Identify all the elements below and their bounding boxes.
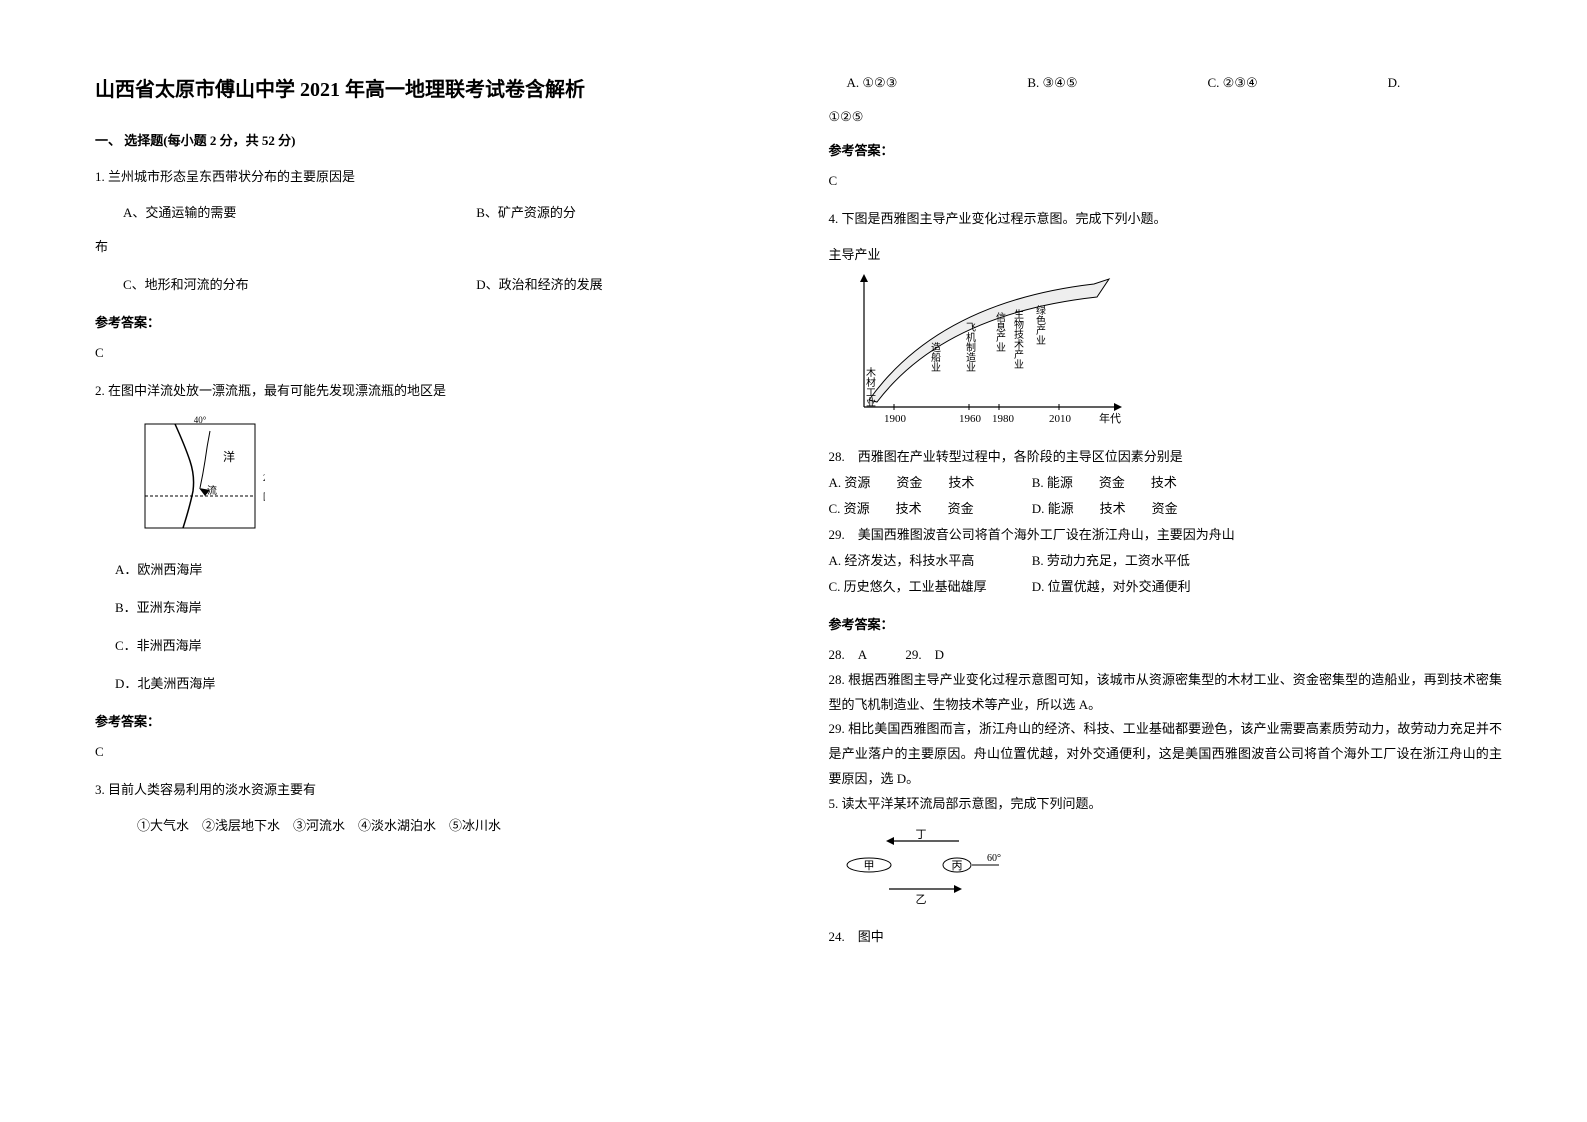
q3-items: ①大气水 ②浅层地下水 ③河流水 ④淡水湖泊水 ⑤冰川水 <box>95 813 769 839</box>
svg-text:信息产业: 信息产业 <box>993 312 1005 352</box>
answer-label-4: 参考答案： <box>829 612 1503 638</box>
q4-text: 4. 下图是西雅图主导产业变化过程示意图。完成下列小题。 <box>829 206 1503 232</box>
q1-opt-a: A、交通运输的需要 <box>123 200 473 226</box>
q1-opt-c: C、地形和河流的分布 <box>123 272 473 298</box>
q5-text: 5. 读太平洋某环流局部示意图，完成下列问题。 <box>829 791 1503 817</box>
q4-28c: C. 资源 技术 资金 <box>829 496 1029 522</box>
right-column: A. ①②③ B. ③④⑤ C. ②③④ D. ①②⑤ 参考答案： C 4. 下… <box>829 70 1503 962</box>
q5-sub24: 24. 图中 <box>829 924 1503 950</box>
q3-opt-b: B. ③④⑤ <box>1027 70 1077 96</box>
svg-text:木材工业: 木材工业 <box>863 367 875 407</box>
answer-label-3: 参考答案： <box>829 138 1503 164</box>
lat-20-label: 20° <box>263 473 265 483</box>
stream-label: 流 <box>207 484 217 497</box>
lat-40-label: 40° <box>194 416 207 425</box>
q2-opt-d: D．北美洲西海岸 <box>115 671 769 697</box>
left-column: 山西省太原市傅山中学 2021 年高一地理联考试卷含解析 一、 选择题(每小题 … <box>95 70 769 962</box>
tropic-label: 回归线 <box>263 491 265 502</box>
q1-options-row2: C、地形和河流的分布 D、政治和经济的发展 <box>95 272 769 298</box>
q1-options-row1: A、交通运输的需要 B、矿产资源的分 <box>95 200 769 226</box>
svg-text:造船业: 造船业 <box>928 341 940 372</box>
q3-opt-a: A. ①②③ <box>847 70 898 96</box>
seattle-chart: 1900 1960 1980 2010 年代 木材工业 造船业 飞机制造业 信息… <box>839 272 1503 436</box>
q3-answer: C <box>829 168 1503 194</box>
q2-answer: C <box>95 739 769 765</box>
svg-text:60°: 60° <box>987 853 1001 864</box>
svg-text:乙: 乙 <box>915 893 926 906</box>
q4-sub29: 29. 美国西雅图波音公司将首个海外工厂设在浙江舟山，主要因为舟山 <box>829 522 1503 548</box>
q4-sub29-row1: A. 经济发达，科技水平高 B. 劳动力充足，工资水平低 <box>829 548 1503 574</box>
q4-29c: C. 历史悠久，工业基础雄厚 <box>829 574 1029 600</box>
pacific-diagram: 丁 乙 甲 丙 60° <box>839 827 1503 916</box>
q1-opt-b: B、矿产资源的分 <box>476 205 576 220</box>
q4-expl-28: 28. 根据西雅图主导产业变化过程示意图可知，该城市从资源密集型的木材工业、资金… <box>829 668 1503 717</box>
question-5: 5. 读太平洋某环流局部示意图，完成下列问题。 丁 乙 甲 丙 <box>829 791 1503 950</box>
q4-29b: B. 劳动力充足，工资水平低 <box>1032 553 1190 568</box>
q2-opt-c: C．非洲西海岸 <box>115 633 769 659</box>
page-title: 山西省太原市傅山中学 2021 年高一地理联考试卷含解析 <box>95 70 769 110</box>
q4-sub28: 28. 西雅图在产业转型过程中，各阶段的主导区位因素分别是 <box>829 444 1503 470</box>
q4-sub28-row2: C. 资源 技术 资金 D. 能源 技术 资金 <box>829 496 1503 522</box>
q1-answer: C <box>95 340 769 366</box>
q3-opt-d-cont: ①②⑤ <box>829 104 1503 130</box>
q3-text: 3. 目前人类容易利用的淡水资源主要有 <box>95 777 769 803</box>
q4-expl-29: 29. 相比美国西雅图而言，浙江舟山的经济、科技、工业基础都要逊色，该产业需要高… <box>829 717 1503 791</box>
q3-opt-c: C. ②③④ <box>1208 70 1258 96</box>
q4-29d: D. 位置优越，对外交通便利 <box>1032 579 1191 594</box>
svg-text:丁: 丁 <box>915 829 926 841</box>
q2-options: A．欧洲西海岸 B．亚洲东海岸 C．非洲西海岸 D．北美洲西海岸 <box>95 557 769 697</box>
svg-text:生物技术产业: 生物技术产业 <box>1011 308 1023 369</box>
answer-label-2: 参考答案： <box>95 709 769 735</box>
question-1: 1. 兰州城市形态呈东西带状分布的主要原因是 A、交通运输的需要 B、矿产资源的… <box>95 164 769 298</box>
chart-y-label: 主导产业 <box>829 242 1503 268</box>
q2-map-diagram: 40° 20° 回归线 洋 流 <box>135 416 769 545</box>
q4-sub29-row2: C. 历史悠久，工业基础雄厚 D. 位置优越，对外交通便利 <box>829 574 1503 600</box>
svg-text:2010: 2010 <box>1049 413 1072 425</box>
q1-opt-b-cont: 布 <box>95 234 769 260</box>
q2-opt-b: B．亚洲东海岸 <box>115 595 769 621</box>
q3-options-row: A. ①②③ B. ③④⑤ C. ②③④ D. <box>829 70 1503 96</box>
q4-answer: 28. A 29. D <box>829 642 1503 668</box>
q4-28d: D. 能源 技术 资金 <box>1032 501 1178 516</box>
section-header: 一、 选择题(每小题 2 分，共 52 分) <box>95 128 769 154</box>
question-4: 4. 下图是西雅图主导产业变化过程示意图。完成下列小题。 主导产业 1900 <box>829 206 1503 600</box>
svg-text:飞机制造业: 飞机制造业 <box>963 322 975 372</box>
answer-label-1: 参考答案： <box>95 310 769 336</box>
svg-text:年代: 年代 <box>1099 411 1121 425</box>
q4-28a: A. 资源 资金 技术 <box>829 470 1029 496</box>
question-2: 2. 在图中洋流处放一漂流瓶，最有可能先发现漂流瓶的地区是 40° 20° 回归… <box>95 378 769 697</box>
q4-28b: B. 能源 资金 技术 <box>1032 475 1177 490</box>
ocean-label: 洋 <box>223 449 235 464</box>
svg-text:1980: 1980 <box>992 413 1015 425</box>
q2-text: 2. 在图中洋流处放一漂流瓶，最有可能先发现漂流瓶的地区是 <box>95 378 769 404</box>
svg-text:1960: 1960 <box>959 413 982 425</box>
svg-text:绿色产业: 绿色产业 <box>1033 304 1045 345</box>
question-3: 3. 目前人类容易利用的淡水资源主要有 ①大气水 ②浅层地下水 ③河流水 ④淡水… <box>95 777 769 839</box>
svg-text:丙: 丙 <box>951 860 962 872</box>
svg-text:甲: 甲 <box>863 860 874 872</box>
q1-opt-d: D、政治和经济的发展 <box>476 277 602 292</box>
q4-29a: A. 经济发达，科技水平高 <box>829 548 1029 574</box>
q3-opt-d: D. <box>1388 70 1401 96</box>
q4-sub28-row1: A. 资源 资金 技术 B. 能源 资金 技术 <box>829 470 1503 496</box>
q2-opt-a: A．欧洲西海岸 <box>115 557 769 583</box>
q1-text: 1. 兰州城市形态呈东西带状分布的主要原因是 <box>95 164 769 190</box>
svg-text:1900: 1900 <box>884 413 907 425</box>
